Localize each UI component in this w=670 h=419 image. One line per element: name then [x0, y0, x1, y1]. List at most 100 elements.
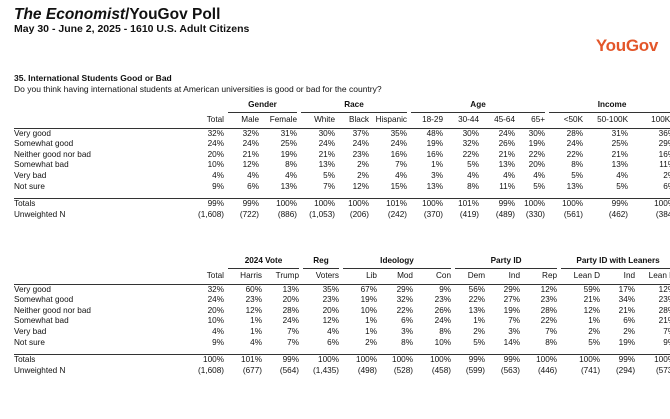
cell-value: 20%: [207, 149, 224, 159]
table-row: Very bad 4% 1% 7% 4% 1% 3% 8% 2% 3% 7% 2% 2% 7%: [14, 327, 670, 338]
cell-value: 7%: [663, 326, 670, 336]
cell-value: 13%: [566, 181, 584, 191]
cell-value: 6%: [247, 181, 259, 191]
cell-value: 19%: [618, 337, 636, 347]
cell-value: 100%: [299, 198, 338, 210]
cell-value: 26%: [434, 305, 452, 315]
cell-value: (561): [563, 209, 584, 219]
row-label: Totals: [14, 198, 194, 210]
col-header: Ind: [508, 271, 521, 280]
cell-value: 21%: [618, 305, 636, 315]
cell-value: 8%: [467, 181, 480, 191]
table-row: Somewhat good 24% 24% 25% 24% 24% 24% 19% 32% 26%…: [14, 139, 670, 150]
cell-value: 4%: [285, 170, 298, 180]
cell-value: 4%: [503, 170, 516, 180]
totals-row: Totals 100% 101% 99% 100% 100% 100% 100% 99% 99% 1…: [14, 354, 670, 366]
cell-value: 8%: [545, 337, 558, 347]
cell-value: 8%: [439, 326, 452, 336]
cell-value: (677): [242, 365, 262, 375]
col-header: <50K: [563, 115, 584, 124]
cell-value: 24%: [207, 295, 224, 305]
cell-value: 100%: [517, 198, 548, 210]
cell-value: 31%: [261, 127, 300, 140]
cell-value: 24%: [390, 139, 408, 149]
cell-value: 13%: [498, 160, 516, 170]
cell-value: 8%: [285, 160, 298, 170]
cell-value: 100%: [341, 354, 379, 366]
col-header: Mod: [397, 271, 413, 280]
cell-value: 30%: [299, 127, 338, 140]
cell-value: (1,435): [313, 365, 339, 375]
cell-value: 19%: [528, 139, 546, 149]
cell-value: 100%: [415, 354, 454, 366]
cell-value: 7%: [395, 160, 408, 170]
column-header-row: Total Harris Trump Voters Lib Mod Con De…: [14, 269, 670, 285]
cell-value: 6%: [663, 181, 670, 191]
cell-value: 2%: [473, 326, 486, 336]
col-header: 30-44: [458, 115, 480, 124]
cell-value: (563): [500, 365, 521, 375]
cell-value: 11%: [499, 181, 516, 191]
cell-value: 19%: [280, 149, 298, 159]
table-row: Somewhat bad 10% 1% 24% 12% 1% 6% 24% 1% 7% 22% 1% 6…: [14, 316, 670, 327]
cell-value: 99%: [226, 198, 261, 210]
cell-value: 100%: [547, 198, 586, 210]
cell-value: 24%: [352, 139, 370, 149]
poll-title-rest: /YouGov Poll: [125, 6, 221, 23]
cell-value: 12%: [322, 316, 339, 326]
cell-value: 16%: [658, 149, 670, 159]
cell-value: 4%: [533, 170, 546, 180]
col-header: Total: [206, 271, 224, 280]
cell-value: 4%: [616, 170, 629, 180]
cell-value: 7%: [323, 181, 336, 191]
col-header: Voters: [315, 271, 339, 280]
cell-value: 28%: [282, 305, 299, 315]
group-header-row: 2024 Vote Reg Ideology Party ID Party ID…: [14, 256, 670, 269]
cell-value: 1%: [365, 326, 377, 336]
cell-value: 13%: [468, 305, 486, 315]
col-header: 18-29: [422, 115, 444, 124]
cell-value: 32%: [226, 127, 261, 140]
col-header: Lib: [366, 271, 377, 280]
cell-value: 19%: [360, 295, 377, 305]
cell-value: (330): [525, 209, 546, 219]
cell-value: 14%: [503, 337, 521, 347]
cell-value: 100%: [301, 354, 341, 366]
col-header: Ind: [623, 271, 636, 280]
cell-value: 27%: [503, 295, 521, 305]
row-label: Somewhat bad: [14, 160, 69, 170]
cell-value: 99%: [487, 354, 523, 366]
cell-value: 5%: [533, 181, 546, 191]
cell-value: 7%: [545, 326, 558, 336]
cell-value: 100%: [261, 198, 300, 210]
table-row: Neither good nor bad 20% 21% 19% 21% 23% 16% 16…: [14, 150, 670, 161]
cell-value: 8%: [571, 160, 584, 170]
cell-value: 6%: [623, 316, 636, 326]
cell-value: (446): [537, 365, 558, 375]
group-reg: Reg: [301, 256, 341, 269]
cell-value: 25%: [280, 139, 298, 149]
cell-value: 12%: [242, 160, 259, 170]
cell-value: 32%: [194, 127, 226, 140]
cell-value: 13%: [611, 160, 629, 170]
row-label: Unweighted N: [14, 209, 66, 219]
cell-value: 29%: [379, 283, 415, 296]
cell-value: 21%: [611, 149, 629, 159]
row-label: Not sure: [14, 181, 45, 191]
cell-value: (458): [431, 365, 452, 375]
cell-value: 7%: [508, 316, 521, 326]
poll-title: The Economist/YouGov Poll: [14, 6, 249, 23]
cell-value: (242): [387, 209, 408, 219]
cell-value: 5%: [616, 181, 629, 191]
cell-value: 4%: [247, 170, 259, 180]
cell-value: (1,053): [309, 209, 336, 219]
group-race: Race: [299, 100, 409, 113]
table-row: Very good 32% 32% 31% 30% 37% 35% 48% 30% 24% 30% 2…: [14, 127, 670, 140]
cell-value: 30%: [517, 127, 548, 140]
cell-value: 29%: [487, 283, 523, 296]
cell-value: 1%: [473, 316, 486, 326]
cell-value: (722): [239, 209, 259, 219]
row-label: Totals: [14, 354, 194, 366]
row-label: Unweighted N: [14, 365, 66, 375]
cell-value: 8%: [401, 337, 413, 347]
